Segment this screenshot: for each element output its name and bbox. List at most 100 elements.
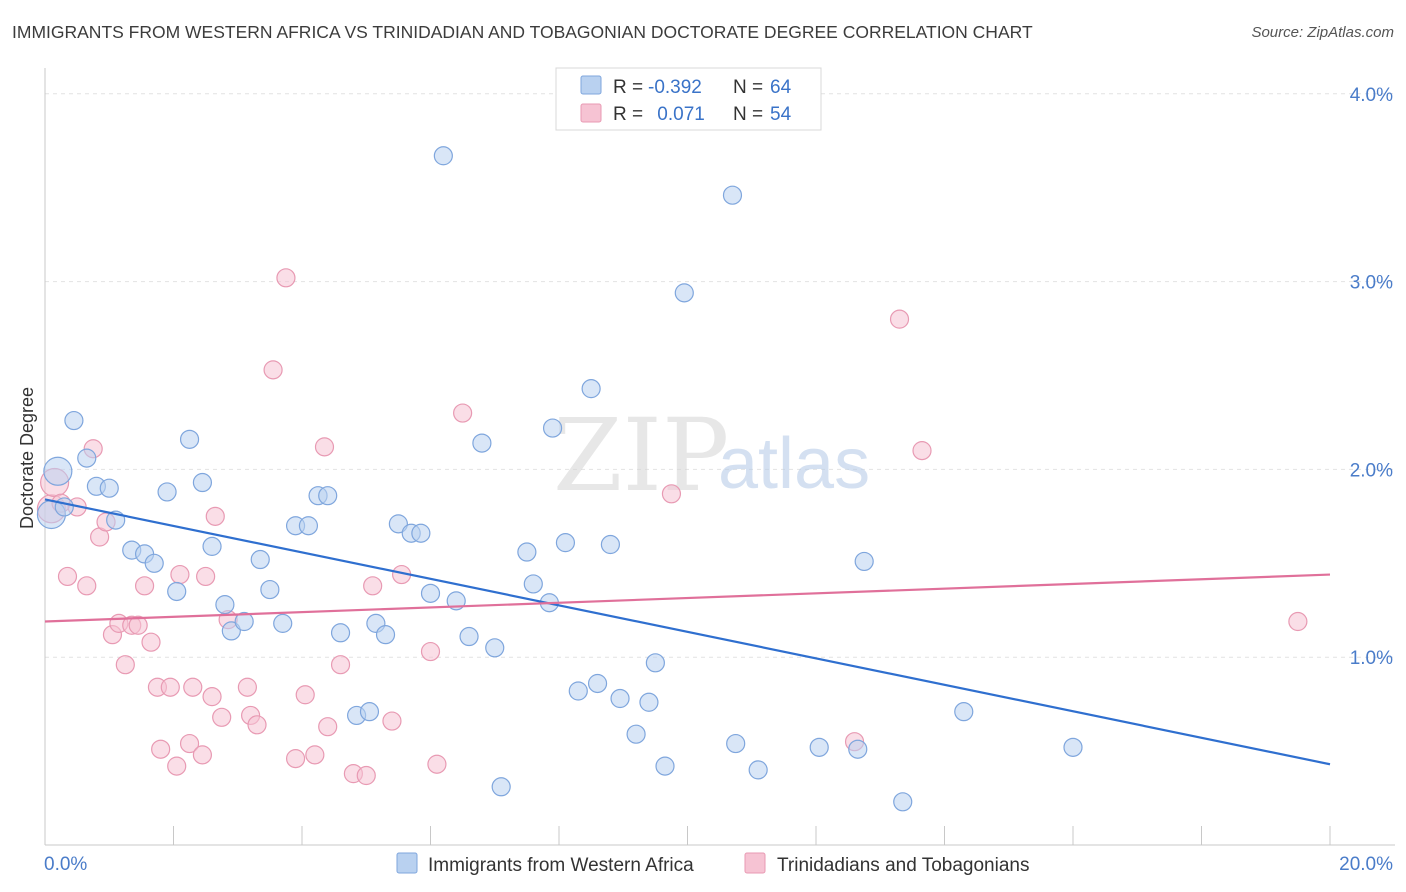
data-point (144, 553, 164, 573)
data-point (263, 360, 283, 380)
data-point (141, 632, 161, 652)
data-point (183, 677, 203, 697)
data-point (600, 534, 621, 555)
data-point (237, 677, 257, 697)
data-point (128, 615, 148, 635)
data-point (459, 626, 479, 647)
data-point (542, 418, 563, 438)
data-point (674, 283, 694, 303)
y-tick-label: 2.0% (1350, 460, 1393, 481)
bottom-legend: Immigrants from Western Africa Trinidadi… (396, 852, 1029, 876)
data-point (375, 625, 396, 645)
y-tick-label: 3.0% (1350, 273, 1393, 294)
data-point (234, 611, 254, 632)
bottom-legend-blue-label: Immigrants from Western Africa (428, 855, 694, 876)
data-point (722, 185, 743, 205)
data-point (134, 576, 155, 596)
data-point (64, 410, 84, 431)
data-point (581, 379, 601, 399)
legend-blue-n-label: N = (733, 77, 763, 98)
data-point (411, 523, 431, 543)
data-point (157, 482, 177, 502)
data-point (359, 702, 380, 722)
data-point (610, 688, 630, 709)
data-point (491, 777, 511, 797)
legend-blue-swatch (580, 75, 602, 95)
watermark: ZIP atlas (553, 397, 870, 514)
data-point (587, 673, 608, 694)
legend-pink-n-value: 54 (770, 104, 792, 125)
trend-line-western-africa (44, 498, 1331, 766)
data-point (54, 497, 74, 517)
data-point (43, 456, 73, 486)
data-point (382, 711, 402, 731)
data-point (645, 653, 665, 673)
data-point (568, 681, 588, 701)
data-point (626, 724, 646, 744)
x-tick-label: 20.0% (1339, 854, 1393, 875)
data-point (748, 760, 768, 780)
data-point (298, 516, 319, 536)
data-point (305, 745, 325, 765)
data-point (196, 566, 216, 587)
data-point (809, 737, 829, 757)
data-point (160, 677, 180, 697)
data-point (555, 533, 576, 553)
data-point (205, 506, 225, 526)
bottom-legend-pink-label: Trinidadians and Tobagonians (777, 855, 1029, 876)
data-point (318, 486, 338, 506)
data-point (655, 756, 675, 776)
data-point (1288, 611, 1308, 632)
trend-lines (44, 498, 1331, 766)
gridlines (45, 93, 1395, 658)
legend-pink-swatch (580, 103, 602, 123)
data-point (77, 576, 97, 596)
bottom-legend-blue-swatch (396, 852, 418, 874)
data-point (247, 715, 267, 735)
data-point (250, 549, 270, 570)
data-point (314, 437, 335, 457)
bottom-legend-pink-swatch (744, 852, 766, 874)
legend-blue-r-label: R = (613, 77, 643, 98)
data-point (912, 441, 932, 461)
legend-pink-n-label: N = (733, 104, 763, 125)
legend-pink-r-value: 0.071 (652, 104, 705, 125)
data-point (192, 745, 213, 765)
legend-pink-r-label: R = (613, 104, 643, 125)
data-point (893, 792, 913, 812)
trend-line-trinidadian (44, 573, 1331, 623)
watermark-atlas: atlas (718, 424, 870, 504)
series-western-africa-points (36, 146, 1083, 812)
data-point (330, 623, 351, 643)
data-point (954, 702, 974, 722)
data-point (420, 583, 441, 603)
x-tick-label: 0.0% (44, 854, 87, 875)
tick-labels: 1.0% 2.0% 3.0% 4.0% 0.0% 20.0% (44, 85, 1393, 875)
legend-blue-r-value: -0.392 (648, 77, 702, 98)
data-point (726, 733, 746, 754)
data-point (276, 268, 296, 288)
data-point (215, 595, 235, 615)
data-point (453, 403, 473, 423)
data-point (420, 641, 441, 662)
y-tick-label: 4.0% (1350, 85, 1393, 106)
data-point (192, 472, 213, 493)
data-point (889, 309, 910, 329)
data-point (433, 146, 453, 166)
legend-blue-n-value: 64 (770, 77, 792, 98)
data-point (57, 566, 78, 587)
data-point (202, 687, 222, 707)
data-point (523, 574, 543, 594)
data-point (115, 655, 135, 675)
data-point (170, 564, 190, 585)
data-point (388, 514, 408, 534)
data-point (167, 581, 187, 602)
data-point (485, 638, 505, 658)
data-point (151, 739, 171, 759)
data-point (260, 579, 280, 600)
data-point (273, 613, 293, 633)
data-point (99, 478, 119, 498)
data-point (318, 717, 338, 737)
data-point (221, 621, 241, 641)
